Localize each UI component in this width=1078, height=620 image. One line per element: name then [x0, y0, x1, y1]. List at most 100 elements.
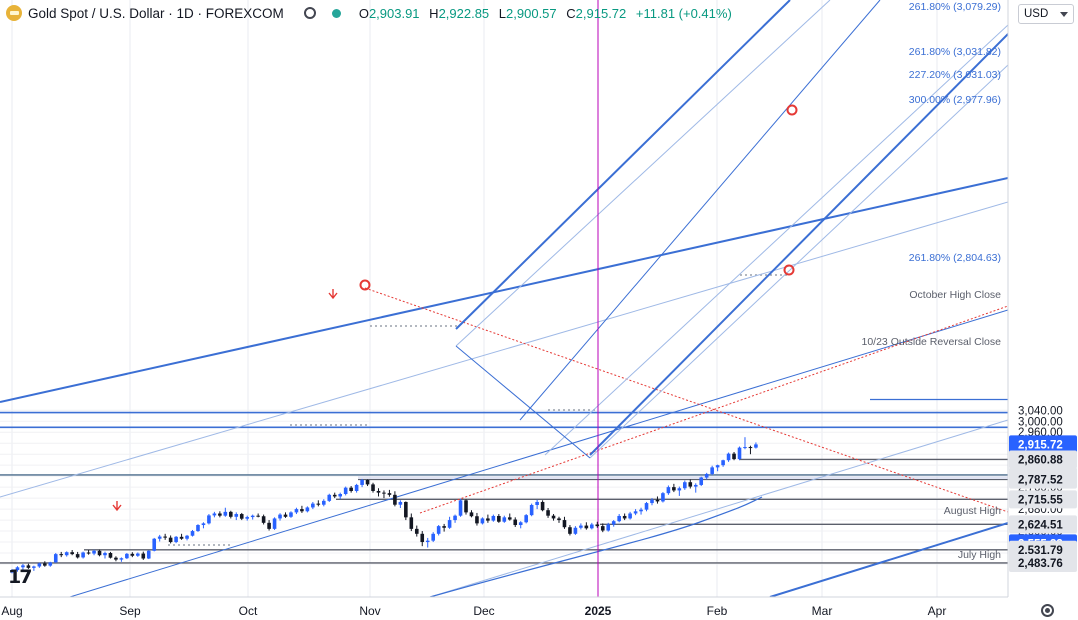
candle-body	[64, 552, 69, 556]
candle-body	[32, 566, 36, 568]
candle-body	[70, 552, 74, 555]
candle-body	[250, 515, 255, 518]
pitchfork-faint	[589, 64, 1008, 459]
trendline-bottom	[769, 522, 1008, 597]
candle-body	[393, 494, 397, 505]
candle-body	[119, 558, 124, 560]
change-value: +11.81 (+0.41%)	[635, 5, 732, 21]
candle-body	[185, 535, 189, 539]
candle-body	[710, 467, 714, 474]
trendline-upper	[0, 177, 1008, 403]
candle-body	[316, 503, 321, 505]
price-tag-label: 2,483.76	[1018, 558, 1063, 570]
july-high-label: July High	[958, 549, 1001, 561]
candle-body	[425, 540, 430, 543]
candle-body	[311, 503, 315, 508]
candle-body	[256, 515, 260, 517]
trendline-faint	[0, 201, 1008, 498]
candle-body	[382, 492, 386, 494]
candle-body	[234, 514, 239, 517]
close-value: 2,915.72	[575, 5, 627, 21]
x-tick-label: Aug	[1, 604, 22, 618]
candle-body	[693, 484, 698, 487]
candle-body	[518, 522, 523, 526]
pivot-marker	[786, 104, 798, 116]
candle-body	[595, 524, 600, 527]
candle-body	[201, 523, 206, 526]
candle-body	[655, 499, 660, 502]
candle-body	[480, 518, 485, 524]
candle-body	[617, 515, 621, 522]
candle-body	[622, 515, 627, 519]
fib-label-2977: 300.00% (2,977.96)	[909, 94, 1001, 106]
candle-body	[524, 515, 528, 523]
candle-body	[715, 465, 720, 468]
down-arrow-icon	[328, 289, 338, 300]
candle-body	[611, 521, 616, 525]
open-value: 2,903.91	[368, 5, 420, 21]
pitchfork-handle	[455, 345, 591, 459]
candle-body	[458, 500, 463, 516]
fib-label-2804: 261.80% (2,804.63)	[909, 252, 1001, 264]
candle-body	[442, 526, 446, 528]
trendline-lower	[68, 309, 1008, 597]
candle-body	[163, 536, 167, 538]
candle-body	[179, 536, 184, 539]
candle-body	[37, 563, 42, 567]
candle-body	[639, 509, 643, 512]
down-arrow-icon	[112, 501, 122, 512]
candle-body	[513, 519, 518, 526]
candle-body	[644, 503, 649, 510]
x-tick-label: Oct	[239, 604, 258, 618]
y-tick-label: 3,040.00	[1018, 405, 1063, 417]
price-tag	[1009, 515, 1077, 534]
candle-body	[327, 494, 332, 501]
price-tag	[1009, 490, 1077, 509]
price-tag	[1009, 435, 1077, 454]
candle-body	[464, 500, 468, 513]
candle-body	[371, 484, 375, 491]
candle-body	[239, 514, 244, 519]
candle-body	[666, 487, 671, 494]
candle-body	[272, 518, 277, 529]
x-tick-label: Sep	[119, 604, 141, 618]
candle-body	[152, 538, 157, 551]
low-value: 2,900.57	[506, 5, 557, 21]
candle-body	[136, 553, 140, 556]
candle-body	[551, 515, 556, 519]
candle-body	[10, 570, 14, 573]
candle-body	[497, 515, 501, 522]
candle-body	[223, 511, 228, 516]
candle-body	[579, 525, 583, 528]
price-tag-label: 2,715.55	[1018, 494, 1063, 506]
price-tag-label: 2,915.72	[1018, 439, 1063, 451]
eye-icon[interactable]	[303, 7, 316, 19]
candle-body	[420, 533, 425, 543]
candle-body	[650, 499, 654, 504]
candle-body	[365, 480, 370, 485]
price-tag	[1009, 553, 1077, 572]
candle-body	[546, 510, 550, 516]
resistance-zone	[358, 476, 1008, 480]
x-tick-label: Dec	[473, 604, 494, 618]
candle-body	[535, 501, 539, 505]
candle-body	[529, 504, 534, 516]
candle-body	[732, 453, 736, 460]
candle-body	[360, 480, 364, 485]
candle-body	[540, 501, 545, 511]
time-axis-bg	[0, 597, 1008, 620]
candle-body	[75, 554, 80, 558]
currency-selector[interactable]: USD	[1018, 4, 1074, 24]
candle-body	[92, 550, 96, 554]
pitchfork-lower	[589, 33, 1008, 456]
tradingview-logo[interactable]: 17	[8, 566, 32, 588]
price-tag-label: 2,860.88	[1018, 454, 1063, 466]
symbol-title[interactable]: Gold Spot / U.S. Dollar · 1D · FOREXCOM	[28, 5, 284, 21]
x-tick-label: Feb	[707, 604, 728, 618]
candle-body	[748, 447, 753, 449]
price-tag	[1009, 450, 1077, 469]
candle-body	[338, 494, 342, 497]
gear-icon[interactable]	[1041, 604, 1054, 617]
